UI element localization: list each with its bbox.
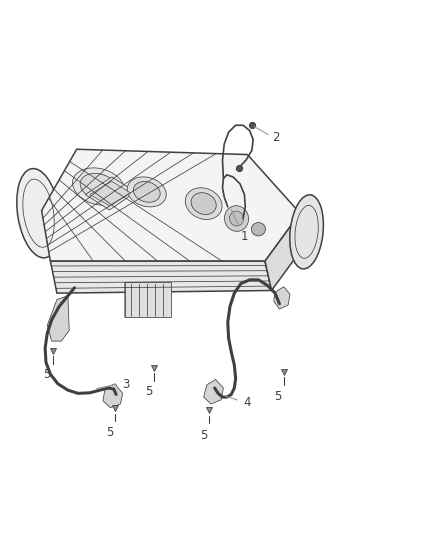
Polygon shape bbox=[90, 181, 131, 206]
Ellipse shape bbox=[251, 223, 265, 236]
Text: 2: 2 bbox=[272, 131, 280, 144]
Ellipse shape bbox=[185, 188, 222, 220]
Polygon shape bbox=[50, 261, 272, 293]
Polygon shape bbox=[274, 287, 290, 309]
Polygon shape bbox=[85, 177, 136, 210]
Polygon shape bbox=[47, 296, 69, 341]
Ellipse shape bbox=[73, 168, 124, 205]
Text: 3: 3 bbox=[122, 378, 129, 391]
Ellipse shape bbox=[225, 206, 248, 231]
Ellipse shape bbox=[191, 193, 216, 214]
Ellipse shape bbox=[17, 168, 60, 258]
Text: 5: 5 bbox=[106, 426, 113, 439]
Ellipse shape bbox=[230, 211, 244, 226]
Polygon shape bbox=[265, 213, 307, 290]
Text: 5: 5 bbox=[200, 429, 207, 442]
Text: 5: 5 bbox=[145, 385, 152, 398]
Text: 4: 4 bbox=[243, 396, 251, 409]
Ellipse shape bbox=[80, 173, 117, 200]
Text: 1: 1 bbox=[241, 230, 248, 243]
Polygon shape bbox=[204, 379, 223, 404]
Text: 5: 5 bbox=[275, 390, 282, 403]
Ellipse shape bbox=[127, 177, 166, 207]
Text: 5: 5 bbox=[44, 368, 51, 381]
Polygon shape bbox=[103, 384, 123, 408]
Polygon shape bbox=[42, 149, 300, 261]
Ellipse shape bbox=[133, 182, 160, 202]
Ellipse shape bbox=[290, 195, 323, 269]
Polygon shape bbox=[125, 282, 171, 317]
Polygon shape bbox=[125, 282, 134, 317]
